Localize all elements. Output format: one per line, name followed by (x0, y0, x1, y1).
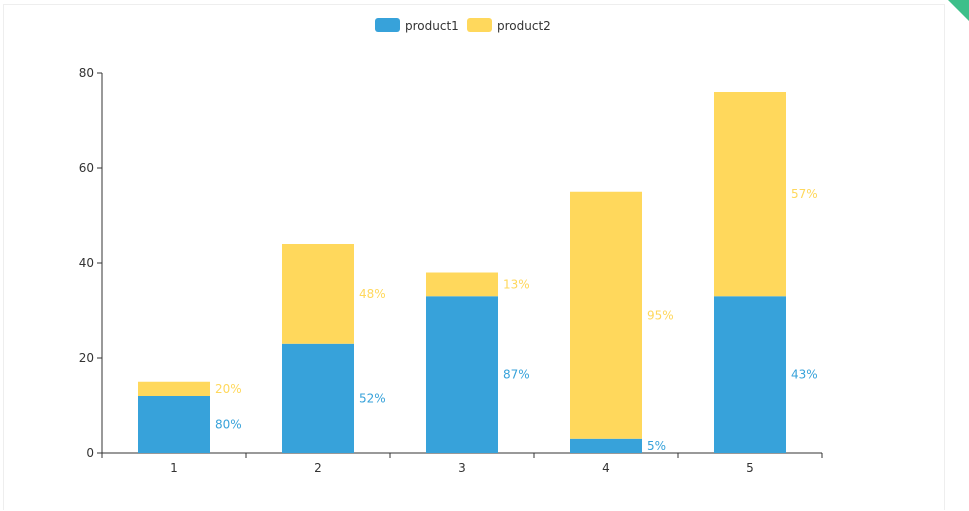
data-label-product2-4: 95% (647, 308, 674, 322)
y-tick-label: 20 (79, 351, 94, 365)
data-label-product1-5: 43% (791, 368, 818, 382)
bar-product1-3[interactable] (426, 296, 498, 453)
x-tick-label: 3 (458, 461, 466, 475)
y-tick-label: 40 (79, 256, 94, 270)
y-tick-label: 0 (86, 446, 94, 460)
x-tick-label: 1 (170, 461, 178, 475)
x-tick-label: 5 (746, 461, 754, 475)
bar-product1-4[interactable] (570, 438, 642, 453)
x-axis-ticks: 1 2 3 4 5 (170, 461, 754, 475)
y-tick-label: 80 (79, 66, 94, 80)
legend: product1 product2 (375, 18, 551, 33)
y-tick-label: 60 (79, 161, 94, 175)
data-label-product2-3: 13% (503, 277, 530, 291)
data-label-product2-5: 57% (791, 187, 818, 201)
bar-product2-1[interactable] (138, 381, 210, 396)
bar-product2-3[interactable] (426, 272, 498, 297)
legend-swatch-product1[interactable] (375, 18, 400, 32)
data-labels: 80% 52% 87% 5% 43% 20% 48% 13% 95% 57% (215, 187, 818, 453)
legend-label-product1[interactable]: product1 (405, 19, 459, 33)
data-label-product1-4: 5% (647, 439, 666, 453)
tick-marks (97, 72, 823, 458)
bar-product2-4[interactable] (570, 191, 642, 439)
bar-product1-2[interactable] (282, 343, 354, 453)
bar-product2-5[interactable] (714, 92, 786, 297)
bar-product1-5[interactable] (714, 296, 786, 453)
data-label-product1-2: 52% (359, 391, 386, 405)
bars (138, 92, 786, 453)
bar-product1-1[interactable] (138, 396, 210, 453)
legend-swatch-product2[interactable] (467, 18, 492, 32)
data-label-product1-3: 87% (503, 368, 530, 382)
y-axis-ticks: 0 20 40 60 80 (79, 66, 94, 460)
x-tick-label: 4 (602, 461, 610, 475)
data-label-product2-1: 20% (215, 382, 242, 396)
data-label-product1-1: 80% (215, 418, 242, 432)
legend-label-product2[interactable]: product2 (497, 19, 551, 33)
data-label-product2-2: 48% (359, 287, 386, 301)
x-tick-label: 2 (314, 461, 322, 475)
corner-ribbon-icon[interactable] (948, 0, 969, 21)
bar-product2-2[interactable] (282, 244, 354, 344)
